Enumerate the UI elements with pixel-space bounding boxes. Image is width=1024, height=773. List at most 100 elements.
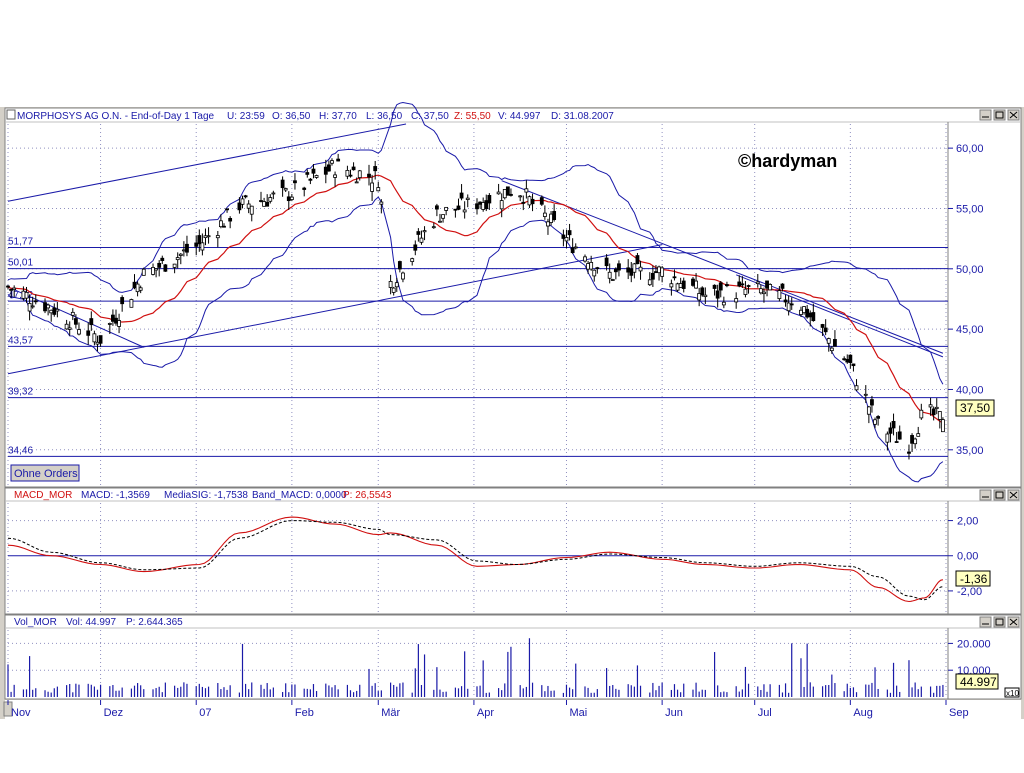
candle-body (117, 320, 121, 327)
x-tick-label: 07 (199, 707, 211, 719)
price-y-axis: 60,00 55,00 50,00 45,00 40,00 35,00 (948, 143, 984, 457)
candle-body (373, 166, 378, 172)
vol-maximize-button[interactable] (993, 616, 1006, 628)
candle-body (98, 335, 103, 344)
candle-body (416, 231, 421, 235)
candle-body (194, 242, 199, 247)
candle-body (635, 255, 640, 265)
maximize-button[interactable] (993, 109, 1006, 121)
macd-minimize-button[interactable] (979, 489, 992, 501)
volume-last-label: 44.997 (960, 675, 997, 689)
candle-body (376, 187, 381, 192)
candle-body (401, 272, 405, 280)
candle-body (845, 358, 850, 363)
candle-body (876, 416, 881, 419)
candle-body (891, 420, 896, 429)
candle-body (657, 266, 661, 274)
x-tick-label: Aug (853, 707, 873, 719)
horizontal-level-label: 43,57 (8, 335, 33, 346)
candle-body (135, 283, 140, 293)
candle-body (518, 195, 523, 198)
candle-body (323, 166, 328, 175)
candle-body (789, 303, 794, 306)
candle-body (907, 451, 911, 454)
candle-body (120, 297, 125, 305)
candle-body (225, 208, 229, 211)
candle-body (604, 257, 609, 267)
macd-last-badge (955, 570, 991, 587)
candle-body (249, 205, 254, 215)
candle-body (629, 268, 634, 276)
candle-body (765, 280, 769, 289)
candle-body (592, 269, 597, 277)
candle-body (780, 283, 785, 289)
candle-body (715, 290, 720, 299)
candle-body (863, 393, 868, 396)
horizontal-level-label: 47,32 (8, 290, 33, 301)
macd-panel: 2,00 0,00 -2,00 MACD_MOR MACD: -1,3569 Med… (4, 487, 1022, 615)
price-window-controls (979, 109, 1020, 121)
vol-minimize-button[interactable] (979, 616, 992, 628)
candle-body (873, 419, 877, 425)
volume-last-badge (955, 673, 999, 690)
candle-body (172, 263, 177, 268)
candle-body (632, 263, 637, 273)
candle-body (617, 263, 621, 271)
candle-body (768, 284, 773, 291)
last-price-badge (955, 399, 995, 417)
candle-body (755, 281, 760, 285)
price-horizontal-levels: 51,77 50,01 47,32 43,57 39,32 34,46 (8, 236, 948, 457)
candle-body (200, 242, 205, 251)
ohne-orders-button[interactable] (10, 464, 80, 482)
candle-body (95, 341, 100, 345)
candle-body (283, 188, 288, 191)
macd-maximize-button[interactable] (993, 489, 1006, 501)
candle-body (734, 298, 739, 303)
volume-grid (7, 630, 948, 697)
candle-body (484, 200, 489, 210)
candle-body (913, 438, 918, 445)
candle-body (348, 174, 353, 177)
horizontal-level-label: 51,77 (8, 236, 33, 247)
candle-body (672, 276, 677, 279)
candle-body (311, 168, 316, 174)
candle-body (669, 283, 674, 288)
candle-body (854, 385, 859, 391)
x-tick-label: Mär (381, 707, 400, 719)
macd-y-tick-label: -2,00 (957, 586, 982, 598)
candle-body (570, 247, 575, 254)
candle-body (700, 287, 705, 296)
candle-body (524, 188, 529, 193)
candle-body (910, 435, 914, 444)
x-tick-label: Feb (295, 707, 314, 719)
price-panel-bg (4, 107, 1022, 488)
price-y-tick-label: 55,00 (956, 203, 984, 215)
candle-body (326, 164, 331, 172)
candle-body (302, 187, 307, 190)
candle-body (181, 249, 186, 252)
candle-body (222, 225, 226, 228)
candle-body (703, 294, 708, 298)
price-header-o: O: 36,50 (272, 111, 311, 122)
candle-body (178, 253, 183, 256)
candle-body (336, 158, 341, 162)
price-y-tick-label: 40,00 (956, 384, 984, 396)
candle-body (542, 212, 547, 217)
macd-header-name: MACD_MOR (14, 490, 72, 501)
candle-body (237, 202, 242, 211)
panel-menu-icon[interactable] (6, 109, 16, 120)
candle-body (552, 211, 557, 221)
candle-body (842, 358, 847, 361)
horizontal-level-label: 50,01 (8, 258, 33, 269)
volume-y-tick-label: 20.000 (957, 638, 991, 650)
candle-body (394, 282, 399, 288)
candle-body (441, 214, 445, 219)
candle-body (111, 314, 115, 322)
candle-body (586, 263, 590, 270)
candle-body (934, 406, 939, 409)
candle-body (431, 226, 436, 229)
candle-body (243, 195, 248, 198)
minimize-button[interactable] (979, 109, 992, 121)
candle-body (268, 197, 273, 202)
